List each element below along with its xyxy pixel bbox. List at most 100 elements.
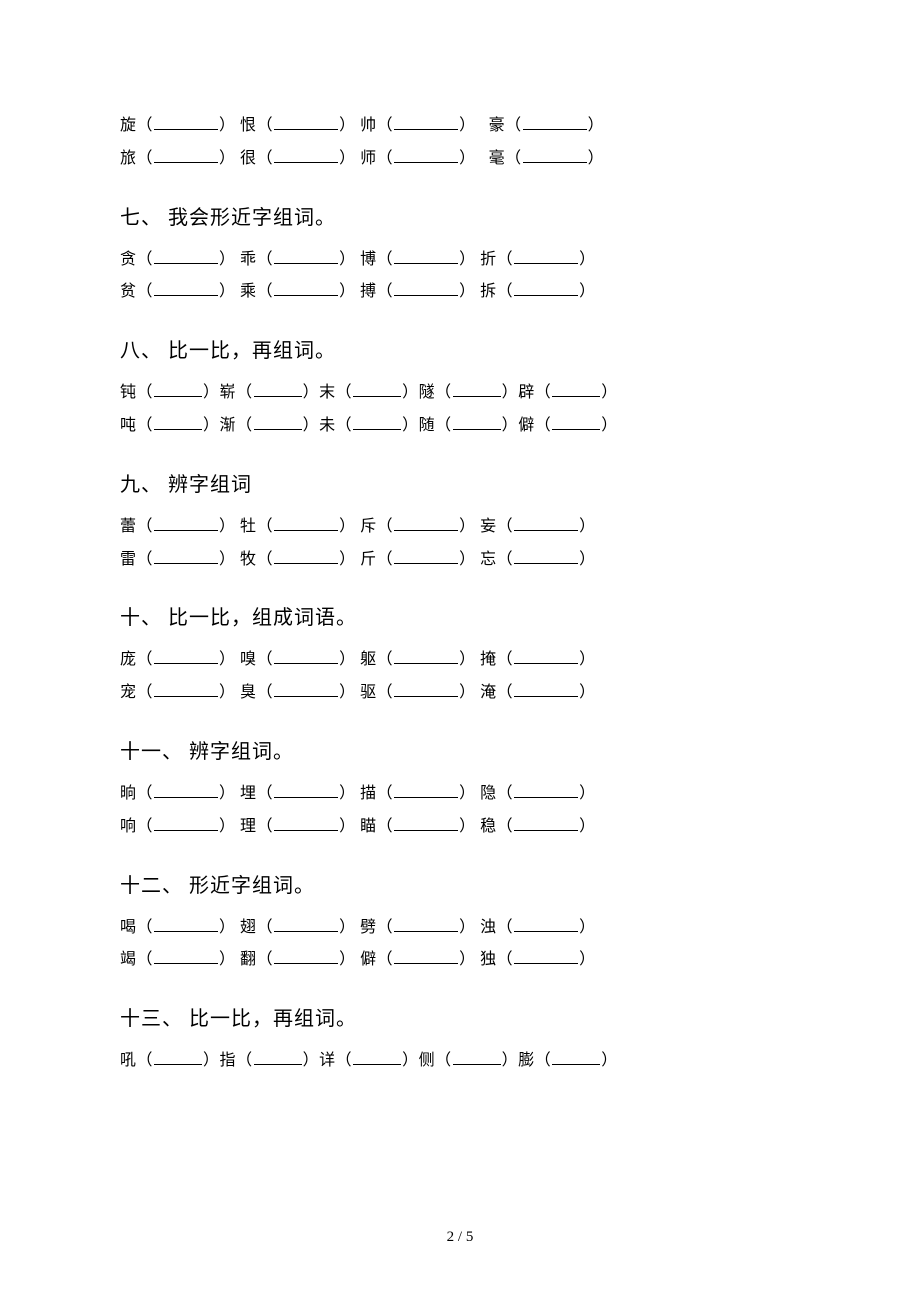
char: 妄: [480, 518, 497, 535]
char: 喝: [120, 919, 137, 936]
blank: [514, 816, 578, 831]
char: 忘: [480, 551, 497, 568]
blank: [154, 816, 218, 831]
char: 博: [360, 251, 377, 268]
blank: [274, 649, 338, 664]
char: 翻: [240, 951, 257, 968]
blank: [154, 949, 218, 964]
char: 庞: [120, 651, 137, 668]
blank: [274, 516, 338, 531]
exercise-row: 吨（）渐（）未（）随（）僻（）: [120, 410, 800, 443]
char: 牡: [240, 518, 257, 535]
blank: [552, 382, 600, 397]
blank: [394, 148, 458, 163]
exercise-row: 竭（） 翻（） 僻（） 独（）: [120, 944, 800, 977]
blank: [394, 682, 458, 697]
blank: [154, 916, 218, 931]
char: 躯: [360, 651, 377, 668]
page-footer: 2 / 5: [0, 1229, 920, 1246]
exercise-row: 庞（） 嗅（） 躯（） 掩（）: [120, 644, 800, 677]
blank: [154, 516, 218, 531]
exercise-row: 贫（） 乘（） 搏（） 拆（）: [120, 276, 800, 309]
blank: [274, 783, 338, 798]
char: 翅: [240, 919, 257, 936]
char: 隧: [419, 384, 436, 401]
char: 末: [319, 384, 336, 401]
blank: [353, 382, 401, 397]
char: 掩: [480, 651, 497, 668]
char: 折: [480, 251, 497, 268]
char: 详: [319, 1052, 336, 1069]
blank: [274, 548, 338, 563]
section-heading: 九、 辨字组词: [120, 469, 800, 501]
char: 乘: [240, 283, 257, 300]
sections: 七、 我会形近字组词。贪（） 乖（） 博（） 折（）贫（） 乘（） 搏（） 拆（…: [120, 202, 800, 1078]
char: 牧: [240, 551, 257, 568]
char: 毫: [489, 150, 506, 167]
blank: [453, 1050, 501, 1065]
blank: [514, 516, 578, 531]
blank: [394, 248, 458, 263]
blank: [394, 916, 458, 931]
blank: [394, 115, 458, 130]
blank: [514, 248, 578, 263]
char: 斤: [360, 551, 377, 568]
exercise-row: 晌（） 埋（） 描（） 隐（）: [120, 778, 800, 811]
exercise-row: 贪（） 乖（） 博（） 折（）: [120, 244, 800, 277]
blank: [514, 916, 578, 931]
char: 搏: [360, 283, 377, 300]
blank: [514, 783, 578, 798]
char: 僻: [360, 951, 377, 968]
blank: [274, 949, 338, 964]
char: 僻: [518, 417, 535, 434]
blank: [514, 949, 578, 964]
char: 乖: [240, 251, 257, 268]
blank: [254, 1050, 302, 1065]
blank: [552, 1050, 600, 1065]
blank: [274, 281, 338, 296]
char: 恨: [240, 117, 257, 134]
char: 拆: [480, 283, 497, 300]
exercise-row: 喝（） 翅（） 劈（） 浊（）: [120, 912, 800, 945]
blank: [154, 148, 218, 163]
char: 旋: [120, 117, 137, 134]
char: 雷: [120, 551, 137, 568]
blank: [154, 415, 202, 430]
blank: [274, 816, 338, 831]
char: 辟: [518, 384, 535, 401]
blank: [353, 1050, 401, 1065]
char: 渐: [220, 417, 237, 434]
blank: [523, 115, 587, 130]
char: 很: [240, 150, 257, 167]
blank: [353, 415, 401, 430]
blank: [154, 382, 202, 397]
exercise-row: 雷（） 牧（） 斤（） 忘（）: [120, 544, 800, 577]
blank: [274, 916, 338, 931]
blank: [154, 649, 218, 664]
exercise-row: 吼（）指（）详（）侧（）膨（）: [120, 1045, 800, 1078]
blank: [154, 783, 218, 798]
char: 帅: [360, 117, 377, 134]
char: 钝: [120, 384, 137, 401]
char: 劈: [360, 919, 377, 936]
blank: [394, 649, 458, 664]
char: 稳: [480, 818, 497, 835]
blank: [394, 548, 458, 563]
section-heading: 八、 比一比，再组词。: [120, 335, 800, 367]
blank: [514, 281, 578, 296]
blank: [514, 649, 578, 664]
blank: [394, 516, 458, 531]
blank: [514, 548, 578, 563]
char: 未: [319, 417, 336, 434]
char: 淹: [480, 684, 497, 701]
char: 描: [360, 785, 377, 802]
blank: [514, 682, 578, 697]
exercise-row: 响（） 理（） 瞄（） 稳（）: [120, 811, 800, 844]
char: 驱: [360, 684, 377, 701]
blank: [254, 415, 302, 430]
page-number: 2 / 5: [447, 1229, 474, 1245]
blank: [154, 248, 218, 263]
top-row-1: 旋（） 恨（） 帅（） 豪（）: [120, 110, 800, 143]
exercise-row: 蕾（） 牡（） 斥（） 妄（）: [120, 511, 800, 544]
blank: [154, 1050, 202, 1065]
